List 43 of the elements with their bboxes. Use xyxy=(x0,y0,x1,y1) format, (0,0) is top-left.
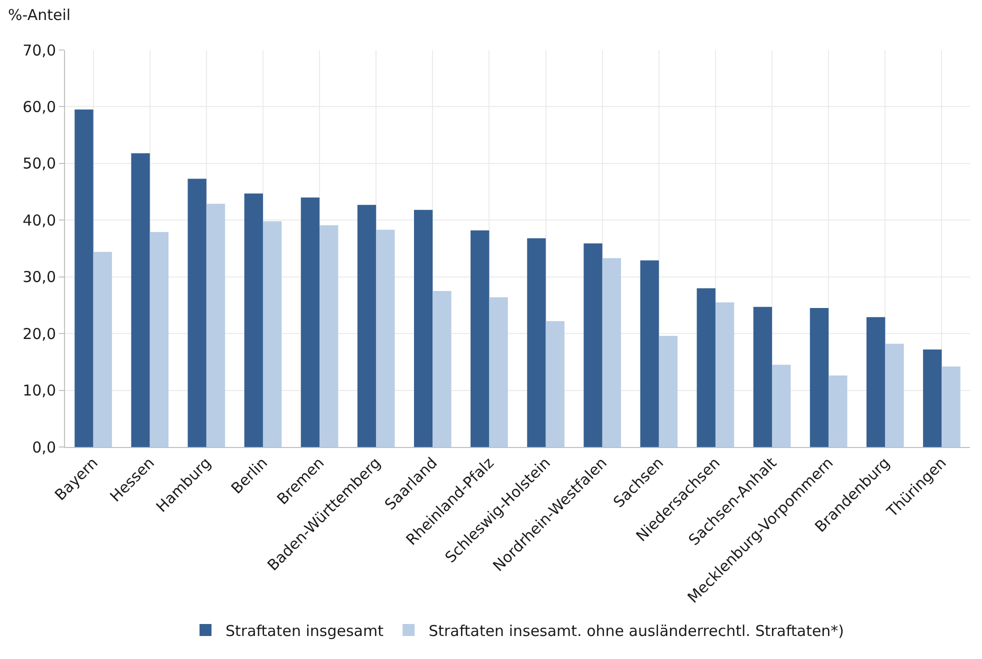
bar xyxy=(93,252,112,447)
bar xyxy=(602,258,622,447)
bar xyxy=(658,336,678,447)
bar xyxy=(244,193,263,447)
bar xyxy=(715,302,734,447)
bar xyxy=(320,225,338,447)
bar xyxy=(828,376,848,447)
bar xyxy=(262,221,282,447)
bar xyxy=(131,153,150,447)
bar xyxy=(300,197,320,447)
y-tick-label: 10,0 xyxy=(22,382,56,400)
bar xyxy=(432,291,452,447)
bar xyxy=(696,288,716,447)
y-tick-label: 30,0 xyxy=(22,268,56,286)
bar xyxy=(753,306,772,447)
bar xyxy=(74,110,94,447)
bar xyxy=(188,178,206,447)
bar xyxy=(470,230,490,447)
y-tick-label: 20,0 xyxy=(22,324,56,343)
legend-label: Straftaten insesamt. ohne ausländerrechtl. Straftaten*) xyxy=(428,622,844,640)
y-tick-label: 50,0 xyxy=(22,154,56,173)
bar xyxy=(376,230,395,447)
bar xyxy=(206,204,226,447)
bar xyxy=(584,243,602,447)
bar xyxy=(810,308,829,447)
bar xyxy=(923,349,942,447)
bar xyxy=(640,260,659,447)
y-tick-label: 0,0 xyxy=(32,438,56,456)
bar xyxy=(546,321,564,447)
bar xyxy=(357,204,376,447)
bar xyxy=(942,366,960,447)
bar xyxy=(866,317,886,447)
bar xyxy=(885,344,904,447)
y-tick-label: 60,0 xyxy=(22,98,56,116)
legend-label: Straftaten insgesamt xyxy=(226,622,384,640)
y-tick-label: 40,0 xyxy=(22,211,56,230)
bar xyxy=(489,297,508,447)
bar xyxy=(150,232,169,447)
bar xyxy=(772,364,791,447)
y-tick-label: 70,0 xyxy=(22,41,56,60)
y-axis-title: %-Anteil xyxy=(8,6,71,24)
bar xyxy=(527,238,546,447)
bar xyxy=(414,210,433,447)
